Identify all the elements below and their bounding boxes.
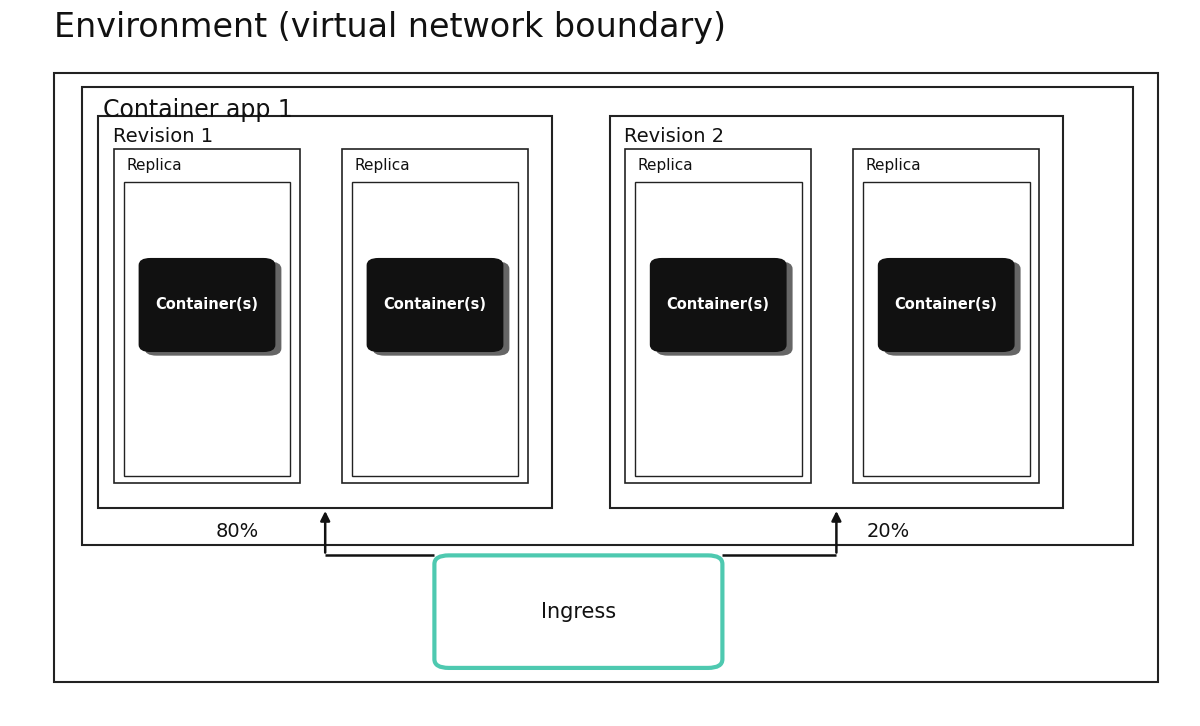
Bar — [82, 87, 1133, 544]
Bar — [342, 149, 528, 483]
Bar — [124, 182, 290, 476]
Text: Container app 1: Container app 1 — [103, 98, 293, 122]
Bar — [863, 182, 1030, 476]
Text: Replica: Replica — [354, 158, 409, 173]
FancyBboxPatch shape — [373, 261, 509, 356]
Bar — [54, 73, 1158, 682]
Text: Container(s): Container(s) — [895, 298, 997, 312]
FancyBboxPatch shape — [145, 261, 281, 356]
Bar — [98, 116, 552, 508]
Text: 80%: 80% — [216, 522, 259, 542]
FancyBboxPatch shape — [878, 258, 1014, 352]
FancyBboxPatch shape — [650, 258, 786, 352]
Text: Ingress: Ingress — [541, 602, 616, 621]
Text: 20%: 20% — [866, 522, 910, 542]
FancyBboxPatch shape — [139, 258, 275, 352]
Text: Container(s): Container(s) — [156, 298, 258, 312]
Text: Replica: Replica — [637, 158, 692, 173]
FancyBboxPatch shape — [656, 261, 792, 356]
FancyBboxPatch shape — [434, 555, 722, 668]
Bar — [625, 149, 811, 483]
Bar — [114, 149, 300, 483]
Bar — [635, 182, 802, 476]
FancyBboxPatch shape — [367, 258, 503, 352]
Text: Environment (virtual network boundary): Environment (virtual network boundary) — [54, 11, 726, 44]
Text: Container(s): Container(s) — [667, 298, 769, 312]
Text: Revision 2: Revision 2 — [624, 127, 724, 146]
Text: Container(s): Container(s) — [384, 298, 486, 312]
Text: Replica: Replica — [126, 158, 181, 173]
Text: Revision 1: Revision 1 — [113, 127, 212, 146]
Bar — [853, 149, 1039, 483]
Text: Replica: Replica — [865, 158, 920, 173]
FancyBboxPatch shape — [884, 261, 1020, 356]
Bar — [610, 116, 1063, 508]
Bar — [352, 182, 518, 476]
